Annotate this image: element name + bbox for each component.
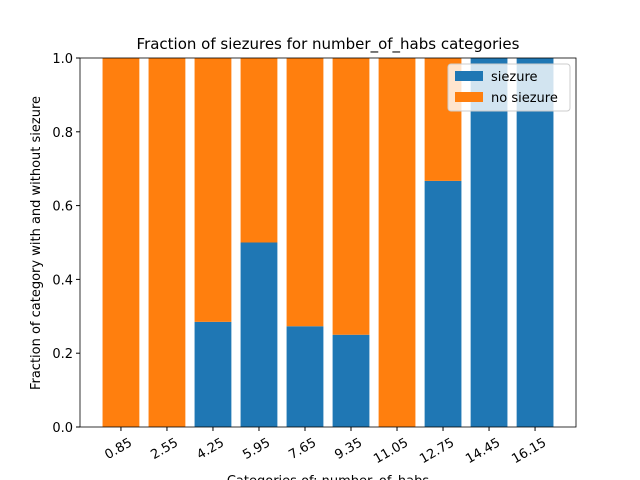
x-axis-label: Categories of: number_of_habs xyxy=(227,474,430,480)
bar-segment xyxy=(424,180,462,427)
bar-segment xyxy=(516,58,554,427)
bar-segment xyxy=(378,58,416,427)
bar-segment xyxy=(240,58,278,243)
legend-swatch xyxy=(455,92,483,102)
y-tick-label: 0.4 xyxy=(52,273,73,288)
bar-segment xyxy=(194,321,232,427)
y-axis-label: Fraction of category with and without si… xyxy=(29,96,44,390)
y-tick-label: 0.6 xyxy=(52,200,73,215)
bar-segment xyxy=(332,334,370,427)
legend-label: no siezure xyxy=(491,91,558,106)
bar-segment xyxy=(470,58,508,427)
bar-segment xyxy=(332,58,370,335)
bar-segment xyxy=(194,58,232,322)
bar-segment xyxy=(286,326,324,427)
y-tick-label: 0.8 xyxy=(52,126,73,141)
y-tick-label: 0.2 xyxy=(52,347,73,362)
legend-label: siezure xyxy=(491,70,538,85)
bar-segment xyxy=(286,58,324,327)
plot-frame xyxy=(79,57,577,428)
bar-segment xyxy=(102,58,140,427)
y-tick-label: 1.0 xyxy=(52,52,73,67)
legend-swatch xyxy=(455,71,483,81)
chart-title: Fraction of siezures for number_of_habs … xyxy=(137,35,520,54)
bar-segment xyxy=(148,58,186,427)
y-tick-label: 0.0 xyxy=(52,421,73,436)
bar-segment xyxy=(240,242,278,427)
